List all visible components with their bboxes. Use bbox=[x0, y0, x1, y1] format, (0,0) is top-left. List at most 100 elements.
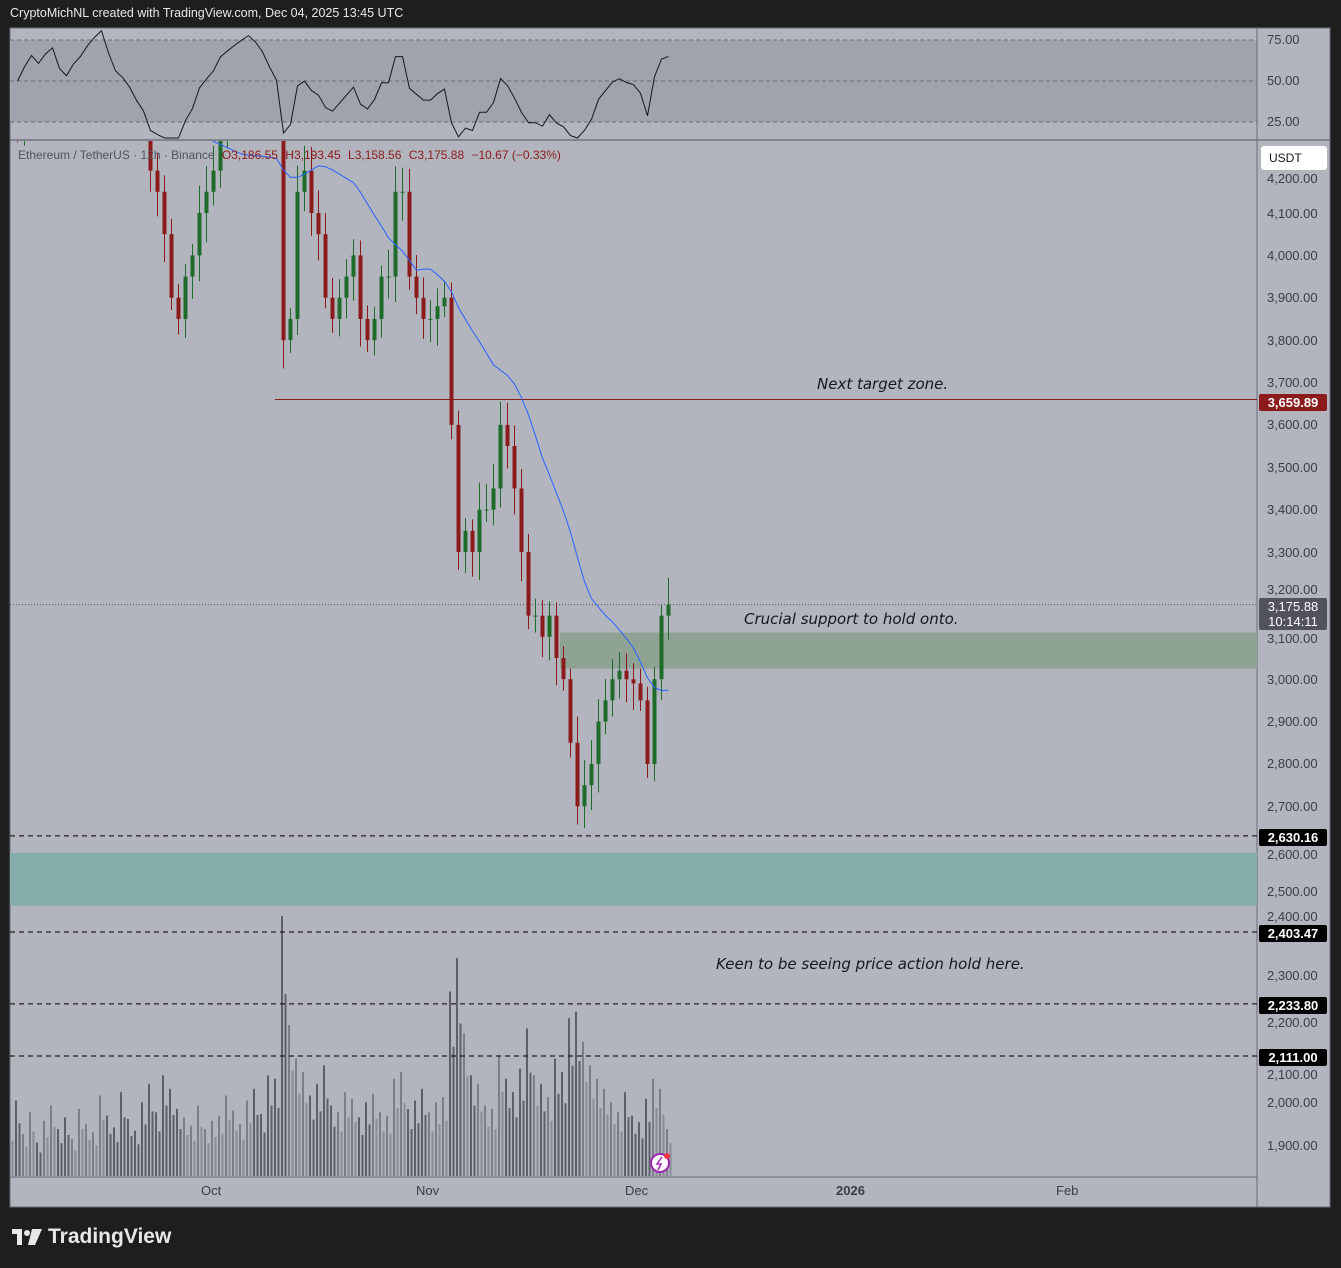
volume-bar bbox=[445, 1120, 448, 1176]
candle-body bbox=[302, 170, 307, 192]
volume-bar bbox=[589, 1065, 591, 1176]
volume-bar bbox=[207, 1143, 210, 1176]
rsi-line bbox=[17, 29, 669, 139]
volume-bar bbox=[92, 1132, 94, 1176]
candle-body bbox=[162, 191, 167, 235]
volume-bar bbox=[641, 1138, 644, 1176]
candle-body bbox=[435, 306, 440, 319]
price-axis-label: 4,000.00 bbox=[1267, 247, 1318, 263]
volume-bar bbox=[214, 1137, 217, 1176]
volume-bar bbox=[407, 1108, 409, 1176]
candle-body bbox=[386, 276, 391, 278]
candle-body bbox=[505, 424, 510, 447]
volume-bar bbox=[319, 1111, 322, 1176]
price-axis-label: 3,800.00 bbox=[1267, 332, 1318, 348]
volume-bar bbox=[417, 1123, 420, 1176]
price-axis-label: 3,300.00 bbox=[1267, 544, 1318, 560]
volume-bar bbox=[512, 1092, 514, 1176]
price-axis-label: 2,800.00 bbox=[1267, 756, 1318, 772]
volume-bar bbox=[456, 957, 458, 1176]
price-axis-label: 3,100.00 bbox=[1267, 631, 1318, 646]
price-axis-label: 3,700.00 bbox=[1267, 375, 1318, 391]
volume-bar bbox=[487, 1126, 490, 1176]
candle-body bbox=[393, 191, 398, 277]
volume-bar bbox=[158, 1131, 161, 1176]
candle-body bbox=[100, 1, 104, 22]
volume-bar bbox=[606, 1114, 609, 1176]
price-axis-label: 2,600.00 bbox=[1267, 847, 1318, 862]
volume-bar bbox=[522, 1100, 525, 1176]
candle-body bbox=[624, 670, 629, 680]
volume-bar bbox=[655, 1107, 658, 1176]
volume-bar bbox=[648, 1121, 651, 1176]
volume-bar bbox=[144, 1124, 147, 1176]
volume-bar bbox=[634, 1133, 637, 1176]
volume-bar bbox=[498, 1055, 500, 1176]
volume-bar bbox=[95, 1145, 98, 1176]
volume-bar bbox=[540, 1083, 542, 1176]
volume-bar bbox=[484, 1105, 486, 1176]
volume-bar bbox=[113, 1127, 115, 1176]
volume-bar bbox=[501, 1091, 504, 1176]
volume-bar bbox=[452, 1046, 455, 1176]
price-axis-label: 2,500.00 bbox=[1267, 883, 1318, 899]
volume-bar bbox=[519, 1068, 521, 1176]
volume-bar bbox=[172, 1114, 175, 1176]
bar-countdown: 10:14:11 bbox=[1268, 614, 1318, 629]
volume-bar bbox=[277, 1107, 280, 1176]
currency-selector[interactable]: USDT bbox=[1261, 146, 1327, 170]
volume-bar bbox=[473, 1105, 476, 1176]
time-label-feb: Feb bbox=[1056, 1183, 1079, 1198]
volume-bar bbox=[438, 1124, 441, 1176]
time-label-oct: Oct bbox=[201, 1183, 222, 1198]
last-price-tag: 3,175.88 10:14:11 bbox=[1259, 598, 1327, 630]
annotation-support: Crucial support to hold onto. bbox=[744, 610, 959, 628]
volume-bar bbox=[669, 1143, 672, 1176]
volume-bar bbox=[480, 1111, 483, 1176]
volume-bar bbox=[543, 1111, 546, 1176]
candle-body bbox=[596, 721, 601, 764]
tradingview-logo-icon bbox=[12, 1229, 42, 1245]
volume-bar bbox=[603, 1088, 605, 1176]
volume-bar bbox=[64, 1117, 66, 1176]
alert-icon-circle bbox=[650, 1153, 670, 1173]
volume-bar bbox=[32, 1131, 35, 1176]
alert-icon-bolt bbox=[655, 1156, 663, 1171]
volume-bar bbox=[120, 1092, 122, 1176]
candle-body bbox=[631, 679, 636, 684]
volume-bar bbox=[22, 1134, 24, 1176]
volume-bar bbox=[424, 1114, 427, 1176]
volume-bar bbox=[263, 1132, 266, 1176]
candle-body bbox=[589, 763, 594, 786]
volume-bar bbox=[179, 1129, 182, 1176]
candle-body bbox=[414, 276, 419, 298]
price-axis-label: 2,300.00 bbox=[1267, 968, 1318, 984]
annotation-target: Next target zone. bbox=[817, 375, 949, 393]
volume-bar bbox=[29, 1112, 31, 1176]
volume-bar bbox=[78, 1108, 80, 1176]
volume-bar bbox=[365, 1102, 367, 1176]
volume-bar bbox=[508, 1107, 511, 1176]
price-axis-label: 4,200.00 bbox=[1267, 171, 1318, 186]
volume-bar bbox=[421, 1088, 423, 1176]
volume-bar bbox=[242, 1139, 245, 1176]
volume-bar bbox=[162, 1075, 164, 1176]
volume-bar bbox=[330, 1105, 332, 1176]
alert-icon-dot bbox=[664, 1153, 670, 1159]
volume-bar bbox=[155, 1112, 157, 1176]
symbol-name[interactable]: Ethereum / TetherUS · 12h · Binance bbox=[18, 148, 215, 162]
candle-body bbox=[197, 213, 202, 256]
candle-body bbox=[316, 213, 321, 235]
volume-bar bbox=[515, 1117, 518, 1176]
volume-bar bbox=[305, 1103, 308, 1176]
rsi-axis-label: 50.00 bbox=[1267, 73, 1300, 88]
tradingview-logo[interactable]: TradingView bbox=[12, 1225, 171, 1249]
volume-bar bbox=[232, 1110, 234, 1176]
candle-body bbox=[428, 318, 433, 320]
volume-bar bbox=[361, 1134, 364, 1176]
volume-bar bbox=[116, 1141, 119, 1176]
volume-bar bbox=[568, 1018, 570, 1176]
candle-body bbox=[190, 255, 195, 277]
volume-bar bbox=[547, 1097, 549, 1176]
